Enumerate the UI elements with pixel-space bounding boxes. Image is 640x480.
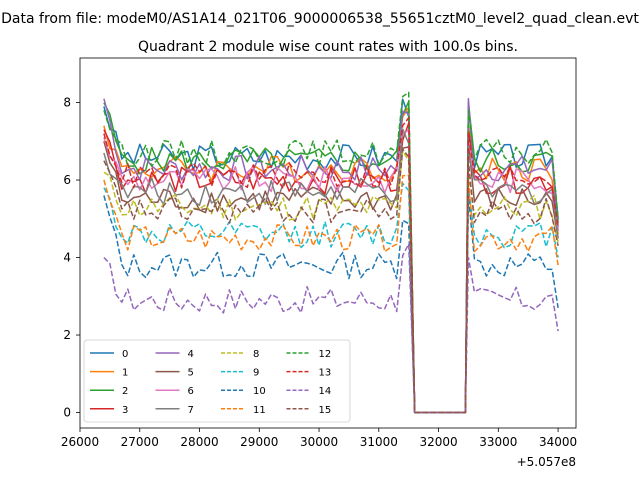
series-line-12 [103, 91, 559, 414]
series-line-13 [103, 117, 559, 414]
x-tick-label: 28000 [180, 435, 218, 449]
series-line-3 [103, 122, 559, 414]
series-line-5 [103, 140, 559, 414]
x-tick-label: 33000 [479, 435, 517, 449]
legend-label-5: 5 [188, 368, 194, 379]
x-tick-label: 30000 [300, 435, 338, 449]
series-line-14 [103, 243, 559, 414]
legend-label-2: 2 [122, 386, 128, 397]
series-line-1 [103, 106, 559, 414]
legend-label-7: 7 [188, 405, 194, 416]
legend-label-4: 4 [188, 349, 194, 360]
legend-label-9: 9 [253, 368, 259, 379]
legend-box [83, 339, 351, 423]
legend-label-14: 14 [319, 386, 332, 397]
legend-label-3: 3 [122, 405, 128, 416]
y-tick-label: 0 [63, 406, 71, 420]
legend-label-13: 13 [319, 368, 332, 379]
series-line-10 [103, 194, 559, 414]
y-tick-label: 6 [63, 173, 71, 187]
x-tick-label: 31000 [360, 435, 398, 449]
legend-label-1: 1 [122, 368, 128, 379]
legend-label-8: 8 [253, 349, 259, 360]
y-tick-label: 8 [63, 96, 71, 110]
x-axis-ticks: 26000 27000 28000 29000 30000 31000 32000 33000… [61, 428, 577, 449]
series-line-0 [103, 98, 559, 414]
x-tick-label: 34000 [539, 435, 577, 449]
x-tick-label: 26000 [61, 435, 99, 449]
chart-title: Quadrant 2 module wise count rates with … [138, 39, 518, 55]
legend-label-0: 0 [122, 349, 128, 360]
legend-label-12: 12 [319, 349, 332, 360]
y-tick-label: 4 [63, 251, 71, 265]
plot-area [103, 91, 559, 414]
series-line-7 [103, 128, 559, 414]
series-line-6 [103, 128, 559, 414]
y-axis-ticks: 0 2 4 6 8 [63, 96, 80, 420]
legend-label-11: 11 [253, 405, 266, 416]
axes-frame [79, 57, 577, 429]
x-offset-label: +5.057e8 [517, 455, 576, 469]
series-line-11 [103, 174, 559, 414]
x-tick-label: 27000 [121, 435, 159, 449]
series-line-8 [103, 149, 559, 414]
legend-label-15: 15 [319, 405, 332, 416]
legend-label-10: 10 [253, 386, 266, 397]
series-line-15 [103, 148, 559, 414]
figure-suptitle: Data from file: modeM0/AS1A14_021T06_900… [1, 11, 639, 27]
x-tick-label: 29000 [240, 435, 278, 449]
legend-label-6: 6 [188, 386, 194, 397]
y-tick-label: 2 [63, 328, 71, 342]
x-tick-label: 32000 [419, 435, 457, 449]
series-line-2 [103, 100, 559, 414]
